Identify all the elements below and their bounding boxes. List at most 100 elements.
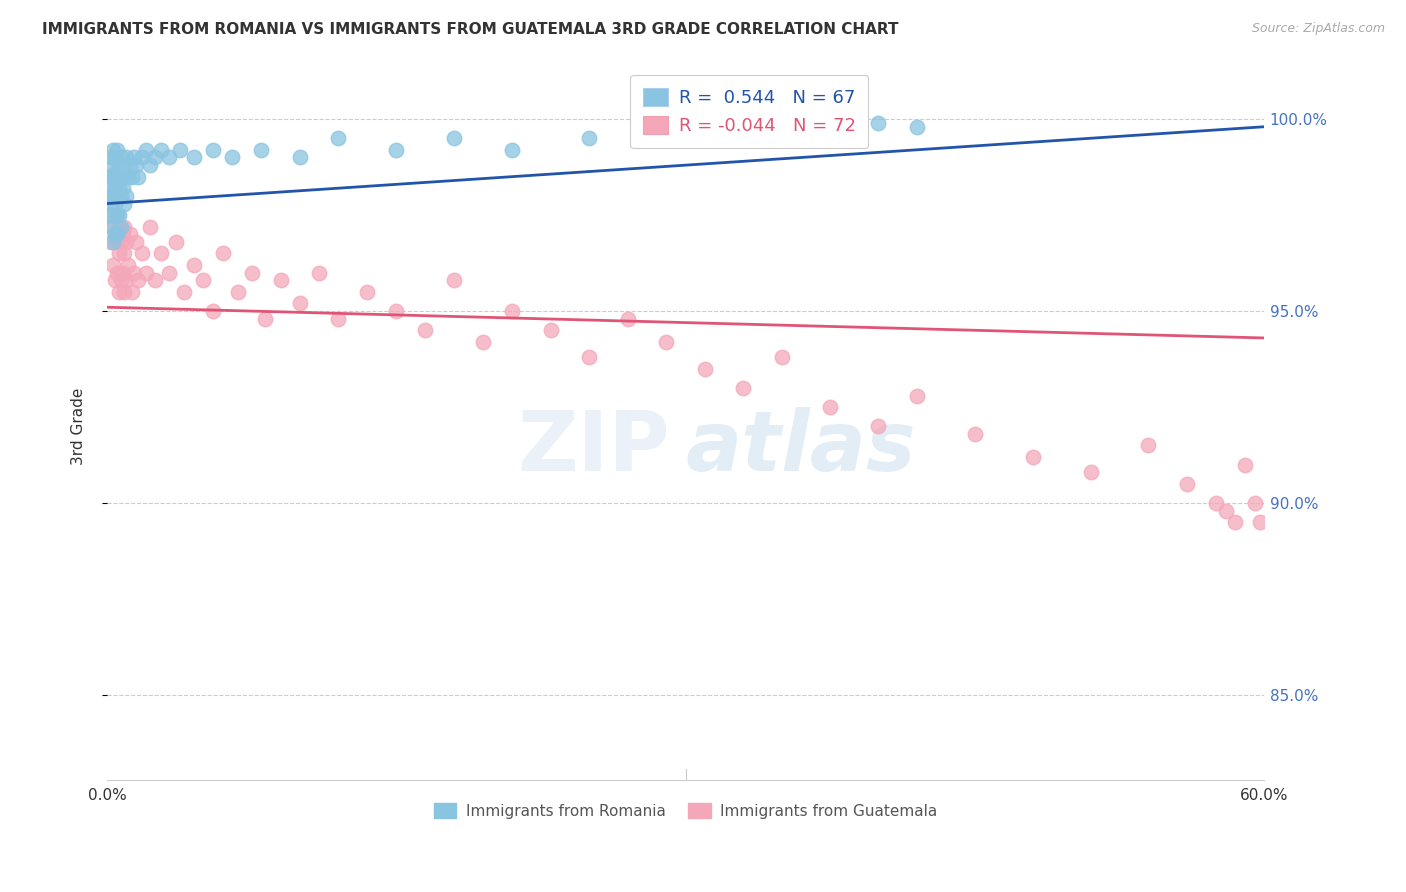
Point [107, 208, 129, 222]
Point [1249, 516, 1271, 530]
Point [693, 120, 716, 134]
Point [328, 131, 350, 145]
Point [501, 143, 523, 157]
Point [1137, 438, 1160, 452]
Point [270, 273, 292, 287]
Text: ZIP: ZIP [517, 407, 669, 488]
Point [173, 285, 195, 299]
Point [121, 169, 143, 184]
Point [443, 273, 465, 287]
Text: Source: ZipAtlas.com: Source: ZipAtlas.com [1251, 22, 1385, 36]
Point [104, 227, 127, 242]
Point [110, 273, 132, 287]
Point [1243, 496, 1265, 510]
Point [115, 189, 138, 203]
Point [733, 120, 755, 134]
Point [112, 169, 135, 184]
Point [98, 208, 121, 222]
Point [112, 196, 135, 211]
Point [328, 311, 350, 326]
Point [122, 151, 145, 165]
Point [211, 246, 233, 260]
Point [385, 143, 408, 157]
Point [693, 361, 716, 376]
Point [135, 143, 157, 157]
Point [183, 151, 205, 165]
Point [100, 181, 122, 195]
Point [112, 246, 135, 260]
Point [98, 169, 121, 184]
Point [104, 181, 127, 195]
Point [104, 166, 127, 180]
Point [1205, 496, 1227, 510]
Point [578, 350, 600, 364]
Point [169, 143, 191, 157]
Point [202, 304, 225, 318]
Point [107, 219, 129, 234]
Point [112, 285, 135, 299]
Point [101, 169, 124, 184]
Point [107, 181, 129, 195]
Point [101, 158, 124, 172]
Point [1225, 516, 1247, 530]
Point [98, 189, 121, 203]
Point [1022, 450, 1045, 464]
Point [105, 235, 128, 249]
Point [105, 169, 128, 184]
Point [125, 235, 148, 249]
Point [100, 196, 122, 211]
Point [111, 158, 134, 172]
Point [127, 169, 149, 184]
Point [655, 334, 678, 349]
Point [288, 296, 311, 310]
Point [117, 169, 139, 184]
Point [110, 151, 132, 165]
Point [101, 258, 124, 272]
Text: atlas: atlas [686, 407, 917, 488]
Point [101, 189, 124, 203]
Point [254, 311, 277, 326]
Point [107, 285, 129, 299]
Point [101, 235, 124, 249]
Point [308, 266, 330, 280]
Point [157, 151, 180, 165]
Point [240, 266, 263, 280]
Point [100, 169, 122, 184]
Point [111, 227, 134, 242]
Point [501, 304, 523, 318]
Point [107, 158, 129, 172]
Point [104, 227, 127, 242]
Point [770, 350, 793, 364]
Point [733, 381, 755, 395]
Point [100, 151, 122, 165]
Point [131, 151, 153, 165]
Point [104, 151, 127, 165]
Point [250, 143, 273, 157]
Point [288, 151, 311, 165]
Point [110, 235, 132, 249]
Point [105, 227, 128, 242]
Point [157, 266, 180, 280]
Point [135, 266, 157, 280]
Point [120, 158, 142, 172]
Point [221, 151, 243, 165]
Point [143, 151, 166, 165]
Point [540, 323, 562, 337]
Point [385, 304, 408, 318]
Point [183, 258, 205, 272]
Point [131, 246, 153, 260]
Point [770, 120, 793, 134]
Point [105, 143, 128, 157]
Point [115, 151, 138, 165]
Point [868, 116, 890, 130]
Point [150, 143, 173, 157]
Point [226, 285, 249, 299]
Point [107, 246, 129, 260]
Point [125, 158, 148, 172]
Point [105, 189, 128, 203]
Point [115, 235, 138, 249]
Point [356, 285, 378, 299]
Y-axis label: 3rd Grade: 3rd Grade [72, 388, 86, 465]
Text: IMMIGRANTS FROM ROMANIA VS IMMIGRANTS FROM GUATEMALA 3RD GRADE CORRELATION CHART: IMMIGRANTS FROM ROMANIA VS IMMIGRANTS FR… [42, 22, 898, 37]
Point [848, 120, 870, 134]
